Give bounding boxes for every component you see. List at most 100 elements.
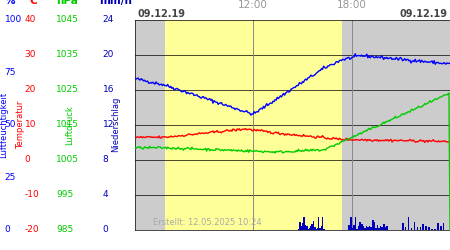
Bar [303, 217, 305, 230]
Bar [385, 227, 386, 230]
Bar [353, 225, 355, 230]
Text: 1025: 1025 [56, 85, 79, 94]
Text: 18:00: 18:00 [337, 0, 366, 10]
Text: 24: 24 [103, 16, 114, 24]
Text: 50: 50 [4, 120, 16, 129]
Text: 1015: 1015 [56, 120, 79, 129]
Bar [374, 222, 375, 230]
Bar [315, 229, 317, 230]
Bar [405, 227, 406, 230]
Bar [377, 225, 378, 230]
Text: 100: 100 [4, 16, 22, 24]
Text: 16: 16 [103, 85, 114, 94]
Text: Erstellt: 12.05.2025 10:24: Erstellt: 12.05.2025 10:24 [153, 218, 261, 227]
Bar [301, 226, 302, 230]
Bar [319, 228, 321, 230]
Text: -10: -10 [25, 190, 40, 199]
Bar [311, 224, 313, 230]
Text: %: % [4, 0, 15, 6]
Bar [428, 227, 430, 230]
Bar [355, 217, 356, 230]
Text: 10: 10 [25, 120, 36, 129]
Bar [310, 226, 311, 230]
Text: °C: °C [25, 0, 37, 6]
Bar [298, 229, 300, 230]
Bar [322, 217, 324, 230]
Bar [135, 20, 165, 230]
Text: 40: 40 [25, 16, 36, 24]
Bar [317, 228, 318, 230]
Bar [302, 223, 304, 230]
Bar [440, 226, 441, 230]
Text: 20: 20 [25, 85, 36, 94]
Bar [380, 226, 382, 230]
Bar [408, 217, 410, 230]
Text: 0: 0 [4, 225, 10, 234]
Bar [383, 224, 385, 230]
Bar [356, 229, 358, 230]
Text: 0: 0 [25, 155, 31, 164]
Bar [361, 224, 363, 230]
Bar [313, 221, 314, 230]
Bar [411, 228, 412, 230]
Bar [419, 226, 421, 230]
Bar [342, 20, 450, 230]
Bar [348, 225, 350, 230]
Text: 8: 8 [103, 155, 108, 164]
Bar [314, 227, 315, 230]
Bar [386, 226, 388, 230]
Bar [367, 227, 369, 230]
Text: 995: 995 [56, 190, 73, 199]
Bar [306, 226, 307, 230]
Bar [423, 224, 424, 230]
Bar [360, 222, 361, 230]
Text: 985: 985 [56, 225, 73, 234]
Bar [417, 227, 418, 230]
Text: 12: 12 [103, 120, 114, 129]
Bar [414, 222, 415, 230]
Text: Niederschlag: Niederschlag [112, 97, 121, 152]
Bar [437, 223, 439, 230]
Bar [318, 217, 320, 230]
Bar [307, 229, 309, 230]
Bar [372, 220, 374, 230]
Text: Temperatur: Temperatur [16, 100, 25, 149]
Bar [375, 228, 377, 230]
Text: 1035: 1035 [56, 50, 79, 59]
Text: 0: 0 [103, 225, 108, 234]
Text: 20: 20 [103, 50, 114, 59]
Bar [370, 227, 372, 230]
Bar [443, 223, 445, 230]
Text: mm/h: mm/h [99, 0, 132, 6]
Text: 75: 75 [4, 68, 16, 77]
Bar [366, 226, 367, 230]
Bar [309, 228, 310, 230]
Bar [358, 226, 360, 230]
Bar [364, 228, 366, 230]
Bar [425, 226, 427, 230]
Bar [320, 226, 322, 230]
Text: Luftdruck: Luftdruck [65, 105, 74, 144]
Text: Luftfeuchtigkeit: Luftfeuchtigkeit [0, 92, 8, 158]
Text: 1045: 1045 [56, 16, 79, 24]
Text: 09.12.19: 09.12.19 [400, 9, 448, 19]
Bar [434, 229, 436, 230]
Text: 30: 30 [25, 50, 36, 59]
Bar [351, 228, 353, 230]
Bar [305, 226, 306, 230]
Text: 4: 4 [103, 190, 108, 199]
Text: 25: 25 [4, 172, 16, 182]
Bar [369, 226, 370, 230]
Bar [165, 20, 342, 230]
Bar [382, 227, 383, 230]
Bar [299, 222, 301, 230]
Text: hPa: hPa [56, 0, 78, 6]
Text: 09.12.19: 09.12.19 [137, 9, 185, 19]
Bar [378, 228, 380, 230]
Text: 12:00: 12:00 [238, 0, 268, 10]
Bar [350, 217, 351, 230]
Text: -20: -20 [25, 225, 40, 234]
Bar [363, 226, 364, 230]
Bar [402, 223, 404, 230]
Text: 1005: 1005 [56, 155, 79, 164]
